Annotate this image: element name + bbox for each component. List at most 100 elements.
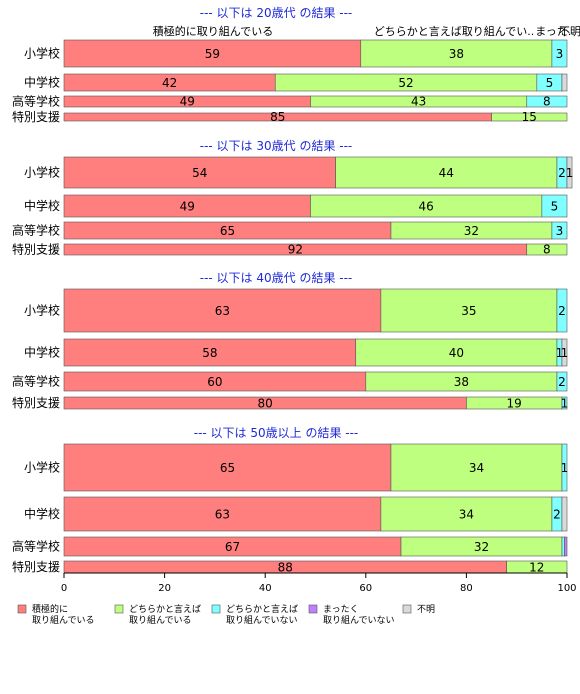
category-label: 中学校 (24, 198, 60, 213)
x-tick-label: 20 (158, 583, 171, 594)
column-header-label: どちらかと言えば取り組んでい.. (374, 25, 534, 38)
bar-segment (551, 39, 568, 68)
section-title: --- 以下は 20歳代 の結果 --- (200, 6, 353, 20)
data-label: 1 (556, 346, 564, 360)
bar-segment (63, 443, 392, 492)
bar-segment (564, 536, 568, 557)
bar-segment (556, 288, 568, 333)
category-label: 高等学校 (12, 374, 60, 389)
data-label: 1 (561, 346, 569, 360)
data-label: 67 (225, 540, 240, 554)
data-label: 59 (205, 47, 220, 61)
category-label: 小学校 (24, 46, 60, 61)
column-header-label: まった.. (535, 25, 575, 38)
data-label: 65 (220, 224, 235, 238)
bar-segment (491, 112, 568, 122)
bar-segment (380, 496, 553, 532)
bar-segment (551, 221, 568, 240)
data-label: 15 (522, 110, 537, 124)
data-label: 1 (561, 397, 569, 411)
data-label: 42 (162, 76, 177, 90)
bar-segment (566, 156, 573, 189)
category-label: 特別支援 (12, 559, 60, 574)
category-label: 高等学校 (12, 539, 60, 554)
bar-segment (63, 338, 357, 367)
section-title: --- 以下は 30歳代 の結果 --- (200, 139, 353, 153)
bar-segment (541, 194, 568, 218)
data-label: 63 (215, 508, 230, 522)
data-label: 2 (553, 508, 561, 522)
bar-segment (561, 496, 568, 532)
data-label: 44 (439, 166, 454, 180)
data-label: 54 (192, 166, 207, 180)
data-label: 8 (543, 243, 551, 257)
data-label: 58 (202, 346, 217, 360)
x-tick-label: 100 (557, 583, 576, 594)
category-label: 中学校 (24, 506, 60, 521)
section-title: --- 以下は 40歳代 の結果 --- (200, 271, 353, 285)
data-label: 46 (419, 200, 434, 214)
data-label: 49 (180, 95, 195, 109)
data-label: 65 (220, 461, 235, 475)
data-label: 49 (180, 200, 195, 214)
bar-segment (561, 73, 568, 92)
legend-label: 取り組んでいない (323, 614, 395, 626)
bar-segment (526, 95, 568, 108)
bar-segment (360, 39, 553, 68)
data-label: 12 (529, 561, 544, 575)
bar-segment (526, 243, 568, 256)
x-tick-label: 80 (460, 583, 473, 594)
bar-segment (380, 288, 558, 333)
data-label: 38 (454, 375, 469, 389)
category-label: 特別支援 (12, 242, 60, 257)
data-label: 5 (546, 76, 554, 90)
data-label: 63 (215, 304, 230, 318)
legend-swatch (402, 604, 412, 614)
bar-segment (63, 156, 336, 189)
bar-segment (556, 371, 568, 392)
legend-label: 取り組んでいる (129, 614, 192, 626)
legend-label: 積極的に (32, 603, 68, 615)
legend-swatch (308, 604, 318, 614)
bar-segment (390, 443, 563, 492)
category-label: 特別支援 (12, 395, 60, 410)
category-label: 特別支援 (12, 109, 60, 124)
data-label: 1 (561, 461, 569, 475)
data-label: 80 (258, 397, 273, 411)
data-label: 38 (449, 47, 464, 61)
data-label: 2 (558, 166, 566, 180)
data-label: 92 (288, 243, 303, 257)
data-label: 8 (543, 95, 551, 109)
category-label: 中学校 (24, 345, 60, 360)
data-label: 35 (461, 304, 476, 318)
data-label: 60 (207, 375, 222, 389)
legend-swatch (17, 604, 27, 614)
bar-segment (561, 443, 568, 492)
data-label: 85 (270, 110, 285, 124)
bar-segment (63, 288, 382, 333)
data-label: 3 (556, 47, 564, 61)
data-label: 2 (558, 375, 566, 389)
x-tick-label: 0 (61, 583, 67, 594)
bar-segment (335, 156, 558, 189)
bar-segment (355, 338, 558, 367)
data-label: 34 (459, 508, 474, 522)
bar-segment (63, 496, 382, 532)
data-label: 40 (449, 346, 464, 360)
legend-swatch (211, 604, 221, 614)
data-label: 3 (556, 224, 564, 238)
category-label: 小学校 (24, 303, 60, 318)
bar-segment (561, 536, 565, 557)
category-label: 小学校 (24, 165, 60, 180)
category-label: 高等学校 (12, 94, 60, 109)
legend-label: まったく (323, 604, 359, 615)
category-label: 中学校 (24, 75, 60, 90)
data-label: 34 (469, 461, 484, 475)
legend-label: 取り組んでいる (32, 614, 95, 626)
category-label: 小学校 (24, 460, 60, 475)
data-label: 32 (464, 224, 479, 238)
legend-swatch (114, 604, 124, 614)
bar-segment (561, 396, 568, 410)
data-label: 2 (558, 304, 566, 318)
